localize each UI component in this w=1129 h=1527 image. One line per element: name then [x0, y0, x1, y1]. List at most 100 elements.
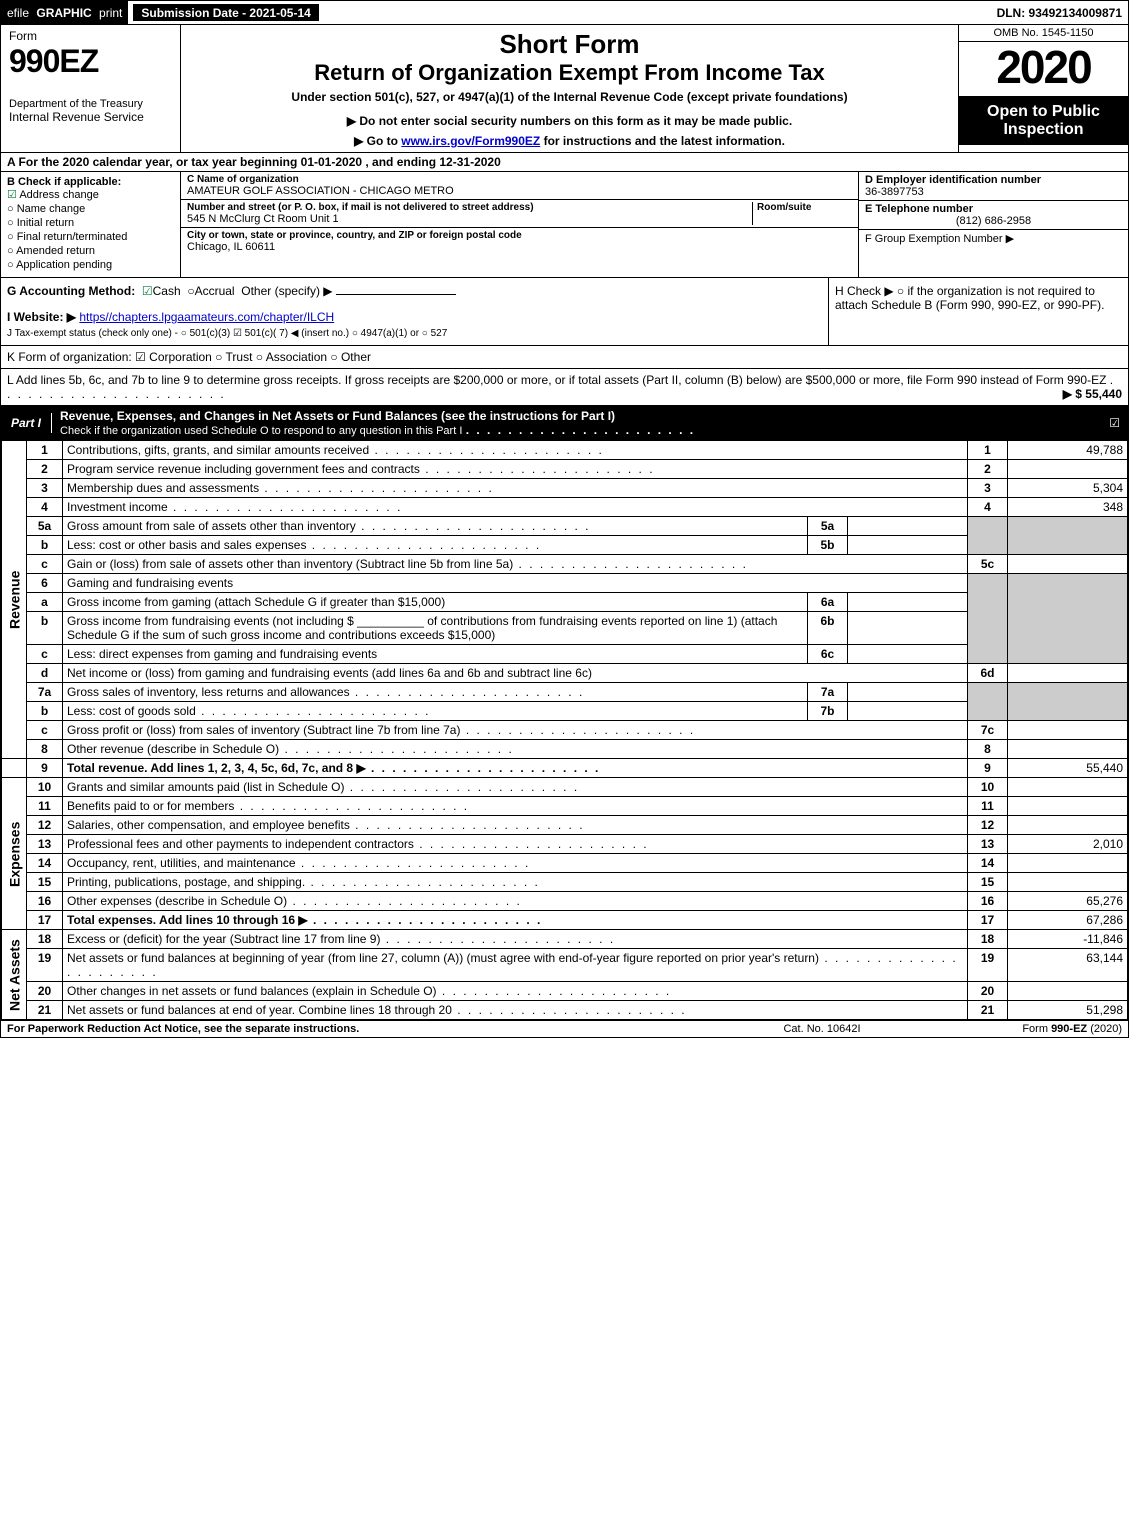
l18-rv: -11,846: [1008, 930, 1128, 949]
l17-rn: 17: [968, 911, 1008, 930]
omb-number: OMB No. 1545-1150: [959, 25, 1128, 42]
line-i: I Website: ▶ https//chapters.lpgaamateur…: [7, 310, 822, 324]
l10-num: 10: [27, 778, 63, 797]
l12-rn: 12: [968, 816, 1008, 835]
l8-num: 8: [27, 740, 63, 759]
l10-rn: 10: [968, 778, 1008, 797]
d-ein-label: D Employer identification number: [865, 174, 1122, 186]
irs-link[interactable]: www.irs.gov/Form990EZ: [401, 134, 540, 148]
chk-accrual[interactable]: [187, 284, 194, 298]
chk-address-change[interactable]: Address change: [7, 188, 174, 201]
print-link[interactable]: print: [99, 6, 122, 20]
l1-num: 1: [27, 441, 63, 460]
l6d-rv: [1008, 664, 1128, 683]
l7c-num: c: [27, 721, 63, 740]
accrual-label: Accrual: [195, 284, 235, 298]
l19-rn: 19: [968, 949, 1008, 982]
l3-rn: 3: [968, 479, 1008, 498]
l19-desc: Net assets or fund balances at beginning…: [67, 951, 958, 979]
chk-initial-return[interactable]: Initial return: [7, 217, 174, 229]
l15-desc: Printing, publications, postage, and shi…: [67, 875, 540, 889]
l4-num: 4: [27, 498, 63, 517]
chk-cash[interactable]: [142, 284, 153, 298]
l4-desc: Investment income: [67, 500, 402, 514]
l5c-num: c: [27, 555, 63, 574]
l6c-mn: 6c: [808, 645, 848, 664]
part1-title: Revenue, Expenses, and Changes in Net As…: [52, 406, 1101, 440]
l6a-mn: 6a: [808, 593, 848, 612]
l6b-num: b: [27, 612, 63, 645]
section-c: C Name of organization AMATEUR GOLF ASSO…: [181, 172, 858, 277]
l6b-mv: [848, 612, 968, 645]
l5a-num: 5a: [27, 517, 63, 536]
l16-rv: 65,276: [1008, 892, 1128, 911]
c-city-label: City or town, state or province, country…: [187, 230, 852, 241]
line-k: K Form of organization: ☑ Corporation ○ …: [1, 346, 1128, 369]
cash-label: Cash: [153, 284, 181, 298]
part1-subtitle: Check if the organization used Schedule …: [60, 425, 462, 437]
ssn-warning: ▶ Do not enter social security numbers o…: [185, 114, 954, 128]
l6b-desc: Gross income from fundraising events (no…: [63, 612, 808, 645]
footer-form: 990-EZ: [1051, 1023, 1087, 1035]
l15-rv: [1008, 873, 1128, 892]
section-def: D Employer identification number 36-3897…: [858, 172, 1128, 277]
l21-num: 21: [27, 1001, 63, 1020]
i-label: I Website: ▶: [7, 310, 76, 324]
l17-desc: Total expenses. Add lines 10 through 16 …: [67, 913, 542, 927]
other-specify-input[interactable]: [336, 294, 456, 295]
l9-rn: 9: [968, 759, 1008, 778]
l7a-mv: [848, 683, 968, 702]
l7b-mv: [848, 702, 968, 721]
l16-desc: Other expenses (describe in Schedule O): [67, 894, 522, 908]
l7c-rv: [1008, 721, 1128, 740]
ein-value: 36-3897753: [865, 186, 1122, 198]
topbar: efile GRAPHIC print Submission Date - 20…: [1, 1, 1128, 25]
f-group-exemption: F Group Exemption Number ▶: [865, 232, 1122, 245]
l16-num: 16: [27, 892, 63, 911]
l12-num: 12: [27, 816, 63, 835]
l11-rv: [1008, 797, 1128, 816]
l5b-mn: 5b: [808, 536, 848, 555]
chk-final-return[interactable]: Final return/terminated: [7, 231, 174, 243]
l9-desc: Total revenue. Add lines 1, 2, 3, 4, 5c,…: [67, 761, 600, 775]
l14-num: 14: [27, 854, 63, 873]
l6a-num: a: [27, 593, 63, 612]
l12-rv: [1008, 816, 1128, 835]
chk-amended-return[interactable]: Amended return: [7, 245, 174, 257]
l16-rn: 16: [968, 892, 1008, 911]
l7-shade: [968, 683, 1008, 721]
l1-desc: Contributions, gifts, grants, and simila…: [67, 443, 604, 457]
l6d-num: d: [27, 664, 63, 683]
l5c-rn: 5c: [968, 555, 1008, 574]
l6b-mn: 6b: [808, 612, 848, 645]
chk-application-pending[interactable]: Application pending: [7, 259, 174, 271]
open-to-public: Open to Public Inspection: [959, 97, 1128, 145]
chk-name-change[interactable]: Name change: [7, 203, 174, 215]
l7c-rn: 7c: [968, 721, 1008, 740]
l-amount: ▶ $ 55,440: [1063, 387, 1122, 401]
l21-rv: 51,298: [1008, 1001, 1128, 1020]
l4-rv: 348: [1008, 498, 1128, 517]
l6c-mv: [848, 645, 968, 664]
efile-label: efile: [7, 6, 29, 20]
section-b: B Check if applicable: Address change Na…: [1, 172, 181, 277]
l20-desc: Other changes in net assets or fund bala…: [67, 984, 671, 998]
part1-tab: Part I: [1, 413, 52, 433]
l2-rv: [1008, 460, 1128, 479]
l7a-desc: Gross sales of inventory, less returns a…: [67, 685, 584, 699]
org-name: AMATEUR GOLF ASSOCIATION - CHICAGO METRO: [187, 185, 852, 197]
l9-num: 9: [27, 759, 63, 778]
l20-rv: [1008, 982, 1128, 1001]
part1-table: Revenue 1 Contributions, gifts, grants, …: [1, 440, 1128, 1020]
submission-date: Submission Date - 2021-05-14: [132, 3, 319, 22]
room-label: Room/suite: [757, 202, 852, 213]
l5-shade: [968, 517, 1008, 555]
vlabel-netassets: Net Assets: [2, 930, 27, 1020]
l1-rv: 49,788: [1008, 441, 1128, 460]
goto-pre: ▶ Go to: [354, 134, 401, 148]
part1-schedule-o-check[interactable]: ☑: [1101, 413, 1128, 433]
box-bcd: B Check if applicable: Address change Na…: [1, 172, 1128, 278]
l6c-desc: Less: direct expenses from gaming and fu…: [63, 645, 808, 664]
under-section: Under section 501(c), 527, or 4947(a)(1)…: [185, 90, 954, 104]
website-link[interactable]: https//chapters.lpgaamateurs.com/chapter…: [79, 310, 334, 324]
